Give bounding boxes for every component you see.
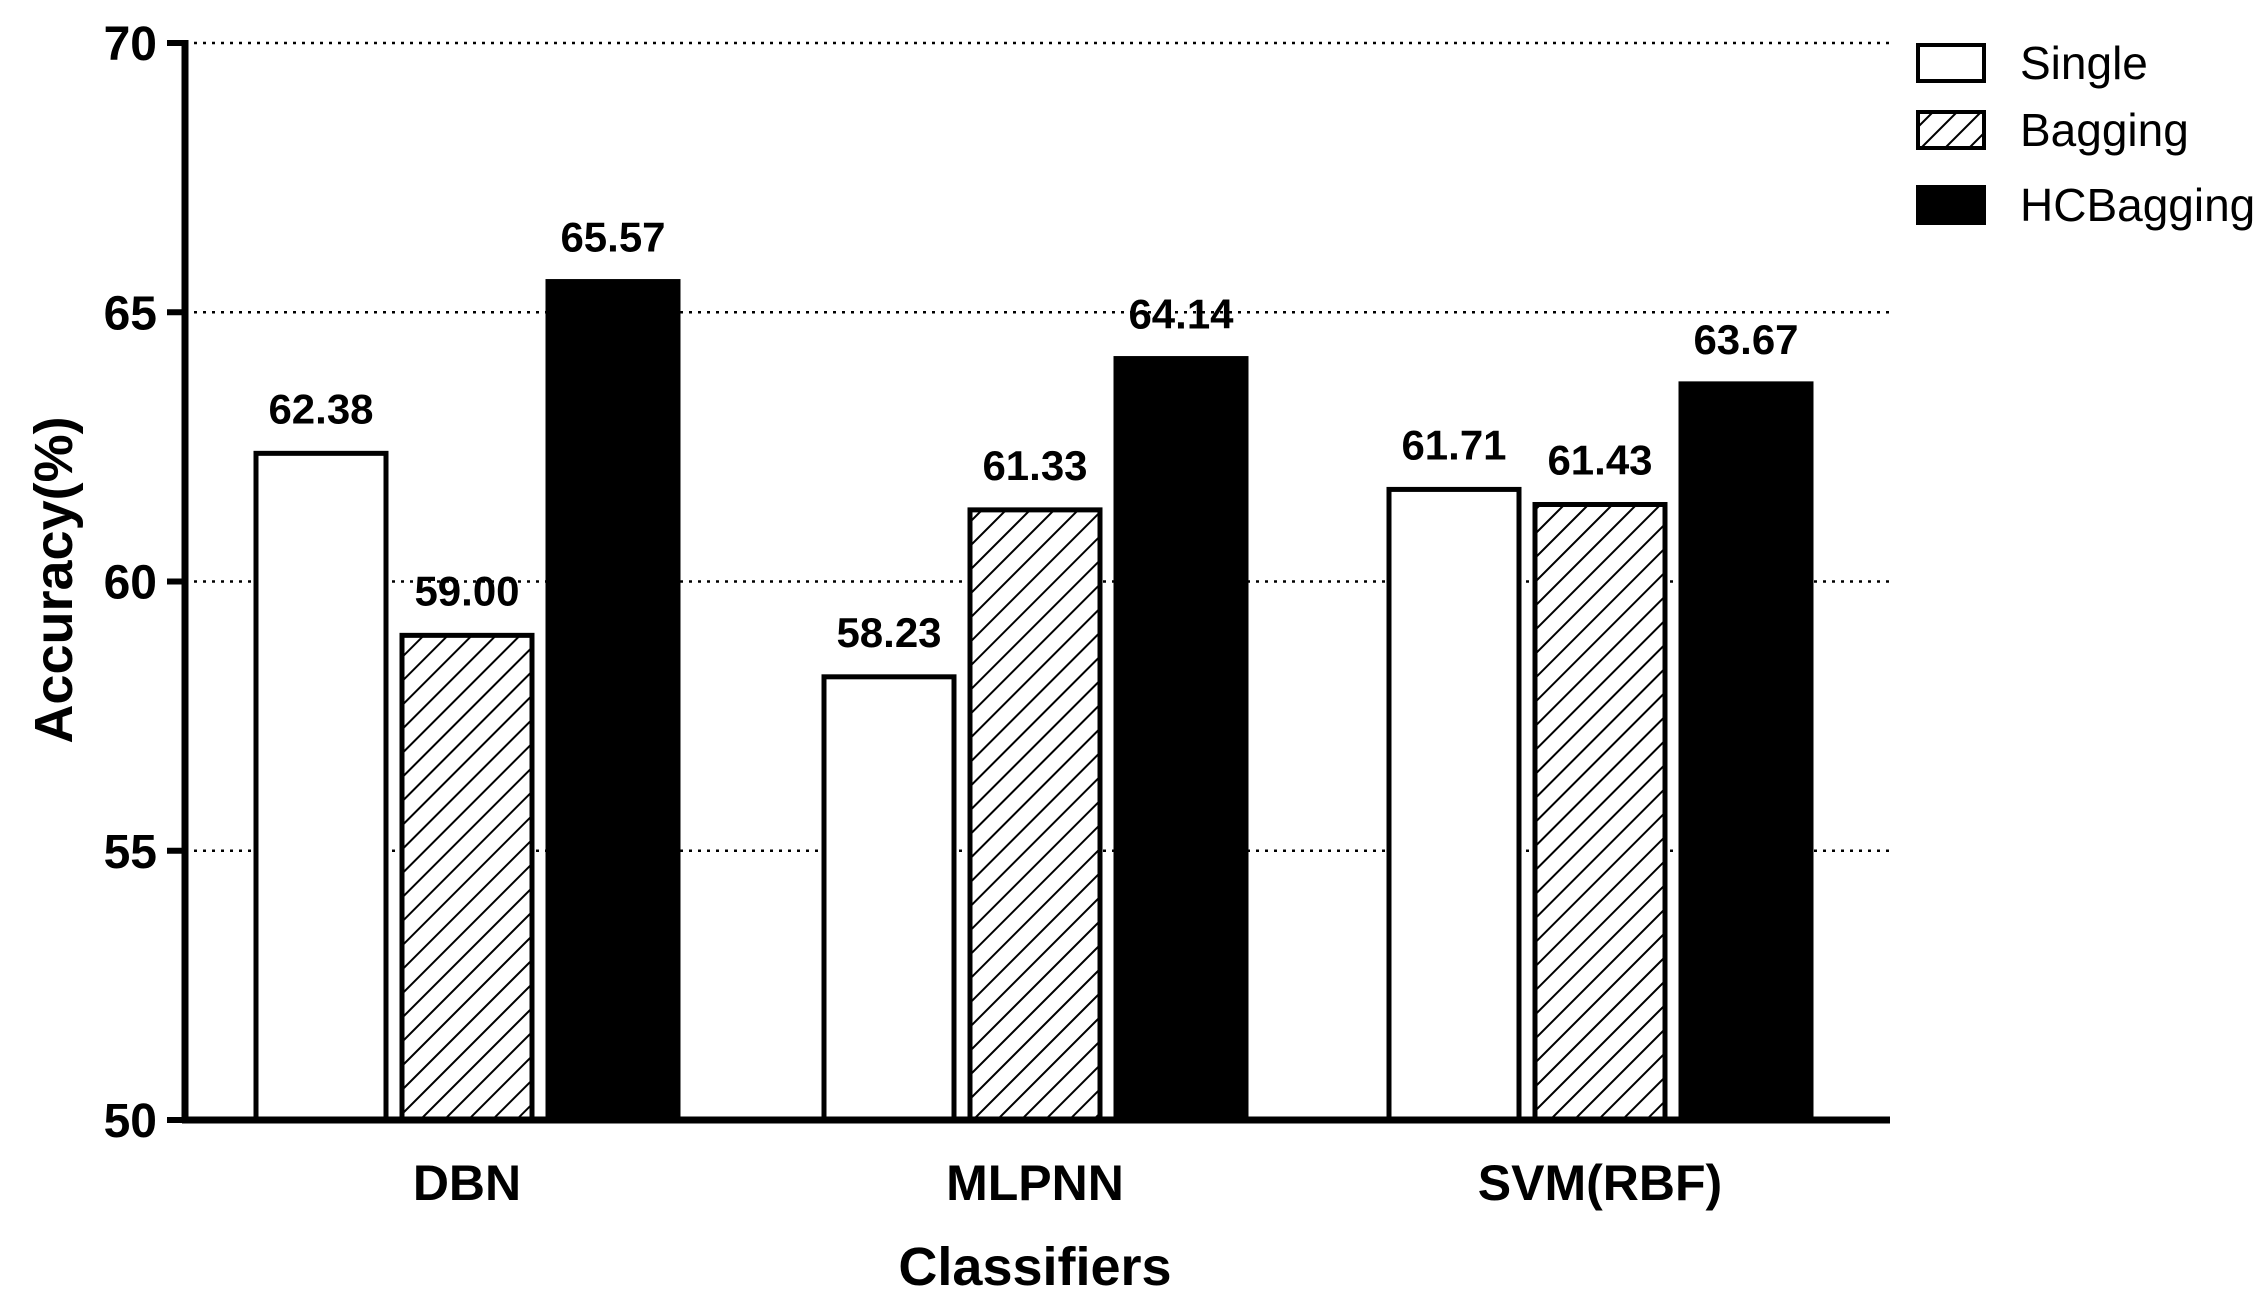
legend-swatch	[1916, 185, 1986, 225]
y-tick-label: 60	[104, 557, 157, 610]
x-tick-label: MLPNN	[946, 1155, 1124, 1211]
bar-hcbagging-svm-rbf	[1678, 381, 1814, 1123]
y-tick-label: 50	[104, 1095, 157, 1148]
data-label: 64.14	[1128, 291, 1234, 338]
x-axis-title: Classifiers	[898, 1237, 1171, 1297]
x-tick-label: SVM(RBF)	[1478, 1155, 1722, 1211]
bar-single-mlpnn	[821, 674, 957, 1123]
data-label: 61.71	[1401, 421, 1506, 468]
bar-single-svm-rbf	[1386, 486, 1522, 1123]
bar-bagging-dbn	[399, 632, 535, 1123]
bar-single-dbn	[253, 450, 389, 1123]
bar-hcbagging-dbn	[545, 279, 681, 1123]
y-tick-label: 65	[104, 287, 157, 340]
data-label: 65.57	[560, 214, 665, 261]
bar-bagging-svm-rbf	[1532, 501, 1668, 1123]
data-label: 61.43	[1547, 436, 1652, 483]
legend-swatch	[1916, 43, 1986, 83]
legend-swatch	[1916, 110, 1986, 150]
legend-label: HCBagging	[2020, 179, 2255, 231]
y-axis-title: Accuracy(%)	[24, 416, 84, 743]
legend: Single Bagging HCBagging	[1916, 37, 2255, 231]
y-tick-label: 70	[104, 18, 157, 71]
data-label: 59.00	[414, 567, 519, 614]
data-label: 61.33	[982, 442, 1087, 489]
data-label: 62.38	[268, 385, 373, 432]
legend-label: Single	[2020, 37, 2148, 89]
y-tick-label: 55	[104, 826, 157, 879]
bar-hcbagging-mlpnn	[1113, 356, 1249, 1123]
bar-bagging-mlpnn	[967, 507, 1103, 1123]
axes: 50 55 60 65 70 DBN MLPNN SVM(RBF)	[104, 18, 1890, 1211]
x-tick-label: DBN	[413, 1155, 521, 1211]
data-label: 63.67	[1693, 316, 1798, 363]
data-label: 58.23	[836, 609, 941, 656]
legend-label: Bagging	[2020, 104, 2189, 156]
value-labels: 62.38 58.23 61.71 59.00 61.33 61.43 65.57 64.14…	[268, 214, 1798, 656]
bars	[253, 279, 1814, 1123]
